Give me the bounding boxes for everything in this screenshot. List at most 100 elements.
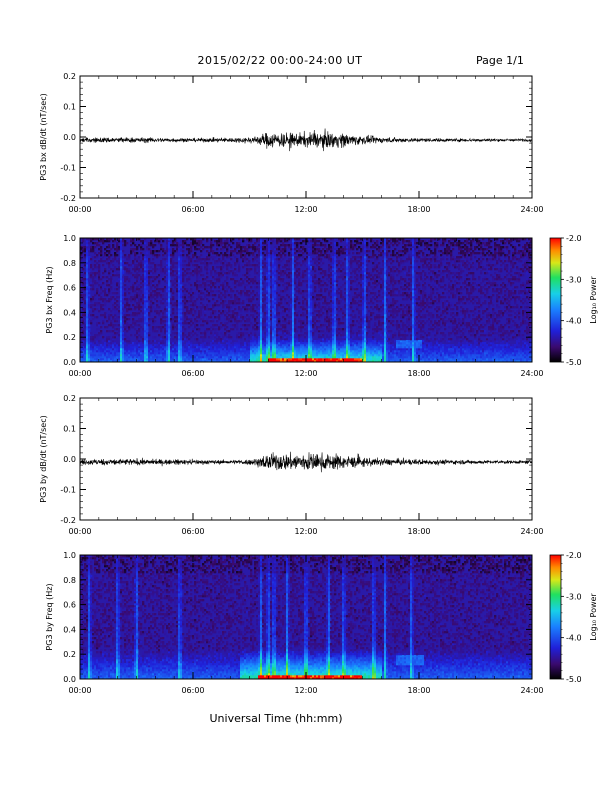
spectrogram-cell (268, 260, 271, 263)
spectrogram-cell (272, 252, 275, 255)
spectrogram-cell (288, 268, 291, 271)
spectrogram-cell (180, 356, 183, 359)
spectrogram-cell (210, 308, 213, 311)
spectrogram-cell (158, 288, 161, 291)
spectrogram-cell (256, 338, 259, 341)
spectrogram-cell (212, 312, 215, 315)
spectrogram-cell (212, 324, 215, 327)
spectrogram-cell (212, 314, 215, 317)
spectrogram-cell (188, 358, 191, 361)
spectrogram-cell (90, 350, 93, 353)
spectrogram-cell (90, 250, 93, 253)
spectrogram-cell (324, 358, 327, 361)
spectrogram-cell (310, 356, 313, 359)
spectrogram-cell (230, 306, 233, 309)
spectrogram-cell (218, 344, 221, 347)
spectrogram-cell (176, 318, 179, 321)
spectrogram-cell (248, 278, 251, 281)
spectrogram-cell (288, 310, 291, 313)
spectrogram-cell (124, 280, 127, 283)
spectrogram-cell (206, 340, 209, 343)
spectrogram-cell (276, 340, 279, 343)
spectrogram-cell (300, 352, 303, 355)
spectrogram-cell (274, 304, 277, 307)
spectrogram-cell (320, 316, 323, 319)
spectrogram-cell (156, 304, 159, 307)
spectrogram-cell (208, 356, 211, 359)
spectrogram-cell (118, 334, 121, 337)
spectrogram-cell (134, 358, 137, 361)
spectrogram-cell (90, 298, 93, 301)
spectrogram-cell (114, 270, 117, 273)
spectrogram-cell (292, 342, 295, 345)
spectrogram-cell (178, 248, 181, 251)
spectrogram-cell (212, 284, 215, 287)
spectrogram-cell (86, 316, 89, 319)
spectrogram-cell (106, 238, 109, 241)
spectrogram-cell (230, 290, 233, 293)
spectrogram-cell (240, 302, 243, 305)
spectrogram-cell (228, 360, 231, 363)
spectrogram-cell (232, 356, 235, 359)
spectrogram-cell (274, 344, 277, 347)
spectrogram-cell (88, 340, 91, 343)
spectrogram-cell (116, 324, 119, 327)
spectrogram-cell (264, 352, 267, 355)
spectrogram-cell (100, 286, 103, 289)
spectrogram-cell (254, 348, 257, 351)
spectrogram-cell (290, 320, 293, 323)
spectrogram-cell (116, 280, 119, 283)
spectrogram-cell (82, 318, 85, 321)
spectrogram-cell (324, 250, 327, 253)
spectrogram-cell (180, 294, 183, 297)
spectrogram-cell (318, 304, 321, 307)
spectrogram-cell (148, 344, 151, 347)
spectrogram-cell (260, 322, 263, 325)
spectrogram-cell (82, 256, 85, 259)
spectrogram-cell (212, 294, 215, 297)
spectrogram-cell (272, 258, 275, 261)
spectrogram-cell (218, 286, 221, 289)
spectrogram-cell (144, 296, 147, 299)
spectrogram-cell (106, 342, 109, 345)
spectrogram-cell (108, 314, 111, 317)
spectrogram-cell (212, 344, 215, 347)
spectrogram-cell (260, 296, 263, 299)
spectrogram-cell (196, 258, 199, 261)
spectrogram-cell (218, 350, 221, 353)
spectrogram-cell (216, 346, 219, 349)
spectrogram-cell (210, 246, 213, 249)
spectrogram-cell (308, 296, 311, 299)
spectrogram-cell (274, 264, 277, 267)
spectrogram-cell (166, 290, 169, 293)
spectrogram-cell (80, 360, 83, 363)
spectrogram-cell (142, 348, 145, 351)
spectrogram-cell (284, 336, 287, 339)
spectrogram-cell (166, 306, 169, 309)
spectrogram-cell (226, 354, 229, 357)
spectrogram-cell (196, 324, 199, 327)
spectrogram-cell (190, 342, 193, 345)
spectrogram-cell (122, 342, 125, 345)
spectrogram-cell (322, 312, 325, 315)
spectrogram-cell (312, 318, 315, 321)
spectrogram-cell (276, 354, 279, 357)
spectrogram-cell (178, 360, 181, 363)
spectrogram-cell (290, 310, 293, 313)
spectrogram-cell (302, 322, 305, 325)
spectrogram-cell (248, 344, 251, 347)
spectrogram-cell (268, 302, 271, 305)
spectrogram-cell (144, 312, 147, 315)
spectrogram-cell (172, 310, 175, 313)
spectrogram-cell (134, 266, 137, 269)
spectrogram-cell (178, 342, 181, 345)
spectrogram-cell (104, 304, 107, 307)
spectrogram-cell (270, 252, 273, 255)
spectrogram-cell (176, 328, 179, 331)
spectrogram-cell (222, 254, 225, 257)
spectrogram-cell (260, 242, 263, 245)
spectrogram-cell (98, 274, 101, 277)
spectrogram-cell (244, 258, 247, 261)
spectrogram-cell (128, 314, 131, 317)
spectrogram-cell (166, 286, 169, 289)
